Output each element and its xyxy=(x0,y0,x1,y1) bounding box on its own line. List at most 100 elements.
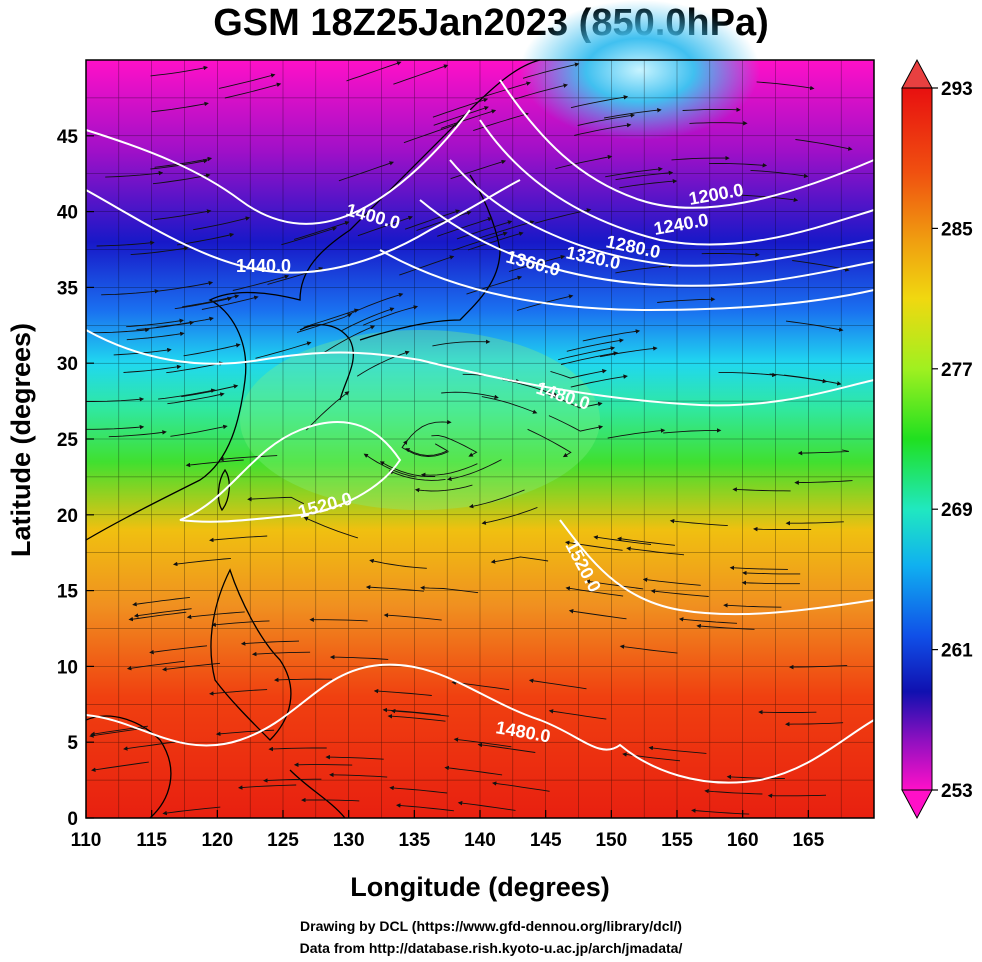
philippines-coast xyxy=(210,568,292,741)
streamline xyxy=(126,318,185,328)
streamline xyxy=(451,680,510,691)
streamline xyxy=(528,678,587,690)
contour-line xyxy=(559,519,875,616)
streamline xyxy=(704,788,763,795)
streamline xyxy=(346,61,402,82)
streamline xyxy=(785,520,844,526)
streamline xyxy=(650,589,709,597)
x-tick-label: 160 xyxy=(727,830,759,851)
streamline xyxy=(162,662,221,672)
streamline xyxy=(599,346,658,358)
y-tick-label: 15 xyxy=(57,582,79,603)
streamline xyxy=(756,81,815,91)
streamline xyxy=(534,208,592,224)
streamline xyxy=(403,122,459,144)
newguinea-coast xyxy=(289,769,346,819)
streamline xyxy=(158,388,216,400)
y-tick-label: 45 xyxy=(57,127,79,148)
streamline xyxy=(167,392,225,405)
streamline xyxy=(619,179,678,189)
streamline xyxy=(769,373,828,384)
streamline xyxy=(383,613,442,621)
streamline xyxy=(568,609,627,620)
streamline xyxy=(566,338,624,352)
colorbar-min-arrow xyxy=(901,789,933,820)
x-tick-label: 110 xyxy=(71,830,102,851)
streamline xyxy=(105,170,164,178)
streamline xyxy=(481,506,538,525)
credit-drawing: Drawing by DCL (https://www.gfd-dennou.o… xyxy=(300,918,682,934)
streamline xyxy=(696,623,755,630)
y-axis-label: Latitude (degrees) xyxy=(6,323,36,557)
streamline xyxy=(186,611,245,620)
streamline xyxy=(473,112,529,132)
streamline xyxy=(174,296,232,310)
streamline xyxy=(432,339,491,347)
streamline xyxy=(416,210,472,231)
contour-line xyxy=(85,329,875,407)
streamline xyxy=(450,159,507,180)
streamline xyxy=(437,217,493,237)
streamline xyxy=(303,516,359,539)
streamline xyxy=(301,797,360,803)
contour-line xyxy=(85,109,471,225)
colorbar-max-arrow xyxy=(901,58,933,89)
streamline xyxy=(218,73,276,89)
streamline xyxy=(86,397,145,402)
colorbar: 293 285 277 269 261 253 xyxy=(901,58,973,820)
contour-line xyxy=(179,421,402,523)
streamline xyxy=(467,231,524,251)
streamline xyxy=(671,155,730,161)
streamline xyxy=(153,209,212,221)
streamline xyxy=(431,434,478,457)
streamline xyxy=(130,246,189,256)
streamline xyxy=(96,240,155,247)
streamline xyxy=(729,565,788,571)
streamline xyxy=(477,742,536,753)
streamline xyxy=(123,740,181,751)
streamline xyxy=(701,252,760,257)
streamline xyxy=(166,361,224,374)
streamline xyxy=(388,470,446,481)
contour-label: 1440.0 xyxy=(236,256,291,276)
streamline xyxy=(309,617,368,622)
streamline xyxy=(293,762,353,768)
streamline xyxy=(296,313,353,333)
graticule xyxy=(85,59,875,819)
x-tick-label: 165 xyxy=(792,830,824,851)
mainland-coast xyxy=(85,59,541,541)
streamline xyxy=(362,305,419,326)
streamline xyxy=(132,596,190,607)
streamline xyxy=(404,209,461,230)
streamline xyxy=(565,586,624,597)
contour-line xyxy=(449,159,875,267)
streamline xyxy=(108,430,167,438)
streamline xyxy=(255,341,312,359)
streamline xyxy=(550,369,607,379)
korea-coast xyxy=(299,324,354,401)
streamline xyxy=(185,459,244,468)
streamline xyxy=(742,570,801,576)
streamline xyxy=(750,169,809,179)
streamline xyxy=(582,329,641,342)
streamline xyxy=(456,220,513,240)
streamline xyxy=(732,487,791,492)
streamline xyxy=(91,761,149,773)
x-tick-label: 130 xyxy=(333,830,365,851)
y-tick-label: 0 xyxy=(67,809,78,830)
streamline xyxy=(547,393,603,409)
streamline xyxy=(176,232,235,246)
streamline xyxy=(420,463,478,478)
streamline xyxy=(788,664,848,670)
streamline xyxy=(373,688,432,696)
streamline xyxy=(617,536,675,546)
streamline xyxy=(183,343,241,357)
x-tick-label: 145 xyxy=(530,830,562,851)
streamline xyxy=(91,327,150,334)
streamline xyxy=(170,424,228,437)
streamline xyxy=(338,161,395,182)
streamline xyxy=(303,308,359,328)
streamline xyxy=(792,260,850,272)
contour-line xyxy=(499,79,875,209)
streamline xyxy=(215,729,275,737)
